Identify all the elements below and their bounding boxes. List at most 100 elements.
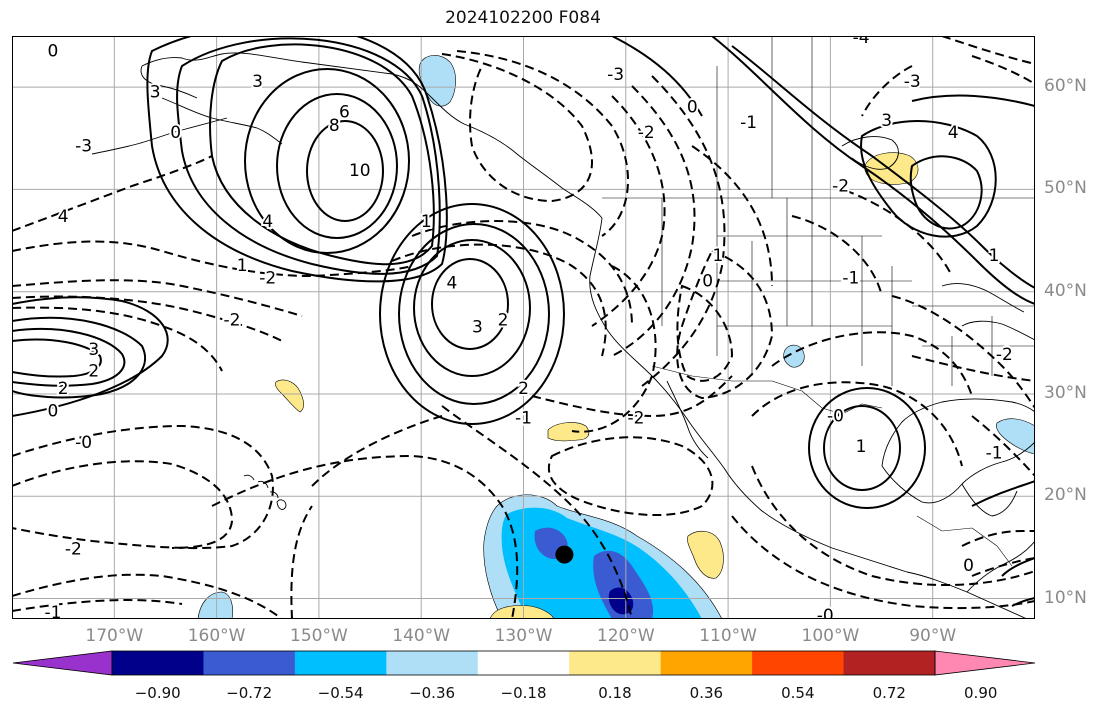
colorbar-outline <box>111 650 936 676</box>
contour-label: 2 <box>88 361 99 381</box>
latitude-label: 10°N <box>1044 587 1087 608</box>
contour-label: -1 <box>986 443 1003 463</box>
longitude-label: 110°W <box>699 626 757 646</box>
contour-label: -2 <box>832 176 849 196</box>
colorbar-segment <box>752 651 845 675</box>
contour-label: 1 <box>989 246 1000 266</box>
latitude-label: 30°N <box>1044 382 1087 403</box>
colorbar <box>12 650 1036 676</box>
longitude-label: 130°W <box>494 626 553 646</box>
contour-label: -3 <box>75 136 92 156</box>
positive-anomaly-spot <box>489 605 555 619</box>
contour-label: 2 <box>498 310 509 330</box>
latitude-label: 20°N <box>1044 485 1087 506</box>
positive-anomaly-spot <box>547 422 590 442</box>
contour-label: -1 <box>515 409 532 429</box>
storm-center-marker <box>555 545 574 564</box>
contour-label: 0 <box>963 556 974 576</box>
contour-label: 3 <box>252 72 263 92</box>
contour-label: -2 <box>628 409 645 429</box>
colorbar-tick-label: −0.54 <box>317 684 364 702</box>
contour-label: -2 <box>259 268 276 288</box>
latitude-label: 60°N <box>1044 76 1087 97</box>
contour-label: -2 <box>65 539 82 559</box>
contour-label: 1 <box>237 256 248 276</box>
contour-label: -1 <box>44 603 61 619</box>
contour-label: 8 <box>329 116 340 136</box>
colorbar-tick-label: 0.36 <box>689 684 724 702</box>
contour-label: 3 <box>88 340 99 360</box>
contour-label: -0 <box>75 433 92 453</box>
negative-anomaly-strong-region <box>593 550 654 619</box>
contour-label: -3 <box>607 65 624 85</box>
contour-label: -0 <box>827 406 844 426</box>
contour-label: 10 <box>349 161 371 181</box>
colorbar-segment <box>294 651 387 675</box>
contour-label: 3 <box>150 82 161 102</box>
latitude-label: 50°N <box>1044 178 1087 199</box>
contour-label: -1 <box>740 113 757 133</box>
positive-anomaly-spot <box>687 530 724 579</box>
colorbar-segment <box>569 651 662 675</box>
negative-anomaly-extreme-region <box>608 587 634 615</box>
contour-label: -2 <box>996 345 1013 365</box>
positive-contours <box>12 36 1035 607</box>
contour-label: 1 <box>421 212 432 232</box>
colorbar-extend-min <box>12 650 113 676</box>
longitude-label: 160°W <box>187 626 246 646</box>
positive-anomaly-spot <box>275 379 304 413</box>
colorbar-segment <box>843 651 936 675</box>
contour-label: 1 <box>712 246 723 266</box>
political-borders <box>602 36 1035 567</box>
longitude-label: 120°W <box>596 626 655 646</box>
contour-label: 6 <box>339 103 350 123</box>
map-title: 2024102200 F084 <box>445 8 601 28</box>
longitude-label: 140°W <box>392 626 451 646</box>
colorbar-segment <box>203 651 296 675</box>
longitude-label: 150°W <box>290 626 348 646</box>
colorbar-tick-label: 0.72 <box>872 684 906 702</box>
contour-label: -2 <box>223 310 240 330</box>
contour-label: 0 <box>702 271 713 291</box>
contour-label: 0 <box>170 123 181 143</box>
colorbar-segment <box>112 651 204 675</box>
colorbar-tick-label: 0.54 <box>781 684 815 702</box>
colorbar-tick-label: −0.90 <box>134 684 181 702</box>
contour-label: -3 <box>904 72 921 92</box>
map-border <box>12 36 1035 619</box>
contour-label: -4 <box>853 36 870 48</box>
contour-label: 2 <box>518 379 529 399</box>
longitude-label: 90°W <box>909 626 957 646</box>
colorbar-tick-label: −0.72 <box>226 684 273 702</box>
contour-label: 0 <box>48 41 59 61</box>
colorbar-tick-label: −0.36 <box>409 684 456 702</box>
longitude-label: 100°W <box>801 626 860 646</box>
gridlines <box>12 36 1035 619</box>
colorbar-segment <box>660 651 753 675</box>
contour-label: 0 <box>48 401 59 421</box>
latitude-label: 40°N <box>1044 280 1087 301</box>
longitude-label: 170°W <box>85 626 144 646</box>
colorbar-extend-max <box>934 650 1036 676</box>
coastlines <box>91 52 1035 619</box>
contour-label: -0 <box>817 606 834 619</box>
colorbar-segment <box>386 651 479 675</box>
contour-label: 3 <box>881 111 892 131</box>
colorbar-tick-label: 0.18 <box>598 684 632 702</box>
negative-anomaly-spot <box>995 418 1035 455</box>
contour-label: 4 <box>262 212 273 232</box>
contour-label: 3 <box>472 318 483 338</box>
contour-label: 0 <box>687 98 698 118</box>
colorbar-tick-label: 0.90 <box>964 684 998 702</box>
contour-label: 4 <box>58 207 69 227</box>
contour-label: 2 <box>58 379 69 399</box>
contour-label: 4 <box>948 123 959 143</box>
colorbar-segment <box>477 651 570 675</box>
negative-contours <box>12 36 1035 619</box>
contour-label: -1 <box>842 268 859 288</box>
contour-label: 1 <box>856 437 867 457</box>
contour-label: 4 <box>446 274 457 294</box>
colorbar-tick-label: −0.18 <box>500 684 547 702</box>
